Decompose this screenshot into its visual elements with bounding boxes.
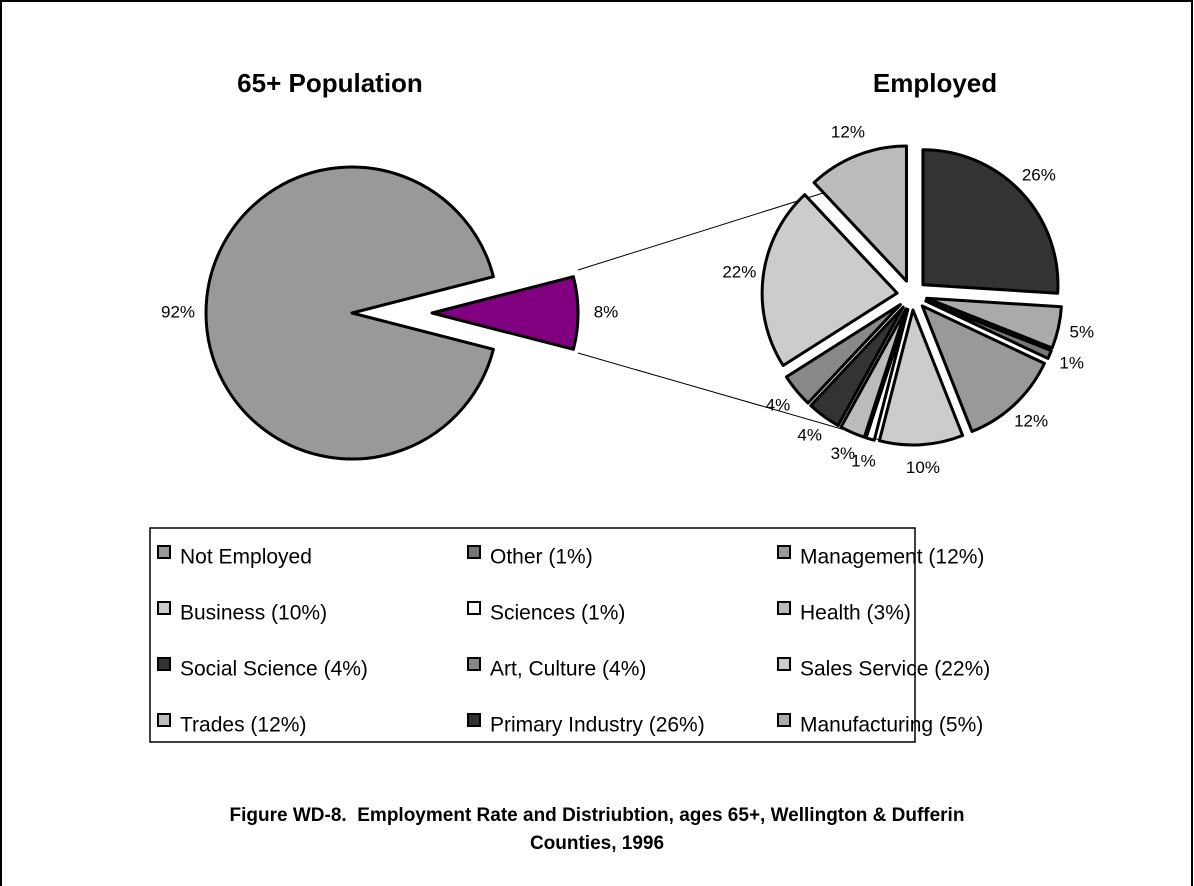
- legend-box: [149, 527, 916, 743]
- value-label: 10%: [906, 458, 940, 477]
- pie-slice: [784, 303, 902, 405]
- value-label: 4%: [797, 425, 822, 444]
- value-label: 26%: [1022, 165, 1056, 184]
- value-label: 4%: [766, 395, 791, 414]
- pie-slice: [924, 299, 1053, 360]
- legend-label: Art, Culture (4%): [490, 658, 646, 681]
- legend-label: Trades (12%): [180, 714, 306, 737]
- connector-line: [577, 352, 881, 441]
- legend-label: Sales Service (22%): [800, 658, 990, 681]
- legend-swatch: [777, 713, 791, 727]
- legend-label: Primary Industry (26%): [490, 714, 705, 737]
- pie-slice: [760, 193, 899, 367]
- legend-swatch: [157, 601, 171, 615]
- value-label: 8%: [594, 302, 619, 321]
- value-label: 12%: [831, 123, 865, 142]
- legend-swatch: [467, 545, 481, 559]
- legend-swatch: [777, 545, 791, 559]
- value-label: 3%: [831, 444, 856, 463]
- value-label: 1%: [1059, 354, 1084, 373]
- pie-slice: [920, 304, 1046, 433]
- legend-swatch: [157, 545, 171, 559]
- pie-slice: [809, 305, 905, 427]
- pie-slice: [430, 275, 580, 351]
- value-label: 12%: [1014, 411, 1048, 430]
- pie-slice: [204, 165, 495, 461]
- pie-slice: [925, 296, 1063, 350]
- legend-swatch: [157, 657, 171, 671]
- pie-title: Employed: [873, 68, 997, 98]
- legend-label: Business (10%): [180, 602, 327, 625]
- legend-label: Social Science (4%): [180, 658, 368, 681]
- legend-label: Other (1%): [490, 546, 593, 569]
- caption: Figure WD-8. Employment Rate and Distriu…: [229, 805, 970, 854]
- legend-swatch: [777, 601, 791, 615]
- pie-slice: [839, 307, 908, 439]
- pie-slice: [921, 148, 1060, 295]
- legend-label: Manufacturing (5%): [800, 714, 983, 737]
- legend-label: Not Employed: [180, 546, 312, 569]
- legend-swatch: [467, 601, 481, 615]
- legend-label: Management (12%): [800, 546, 984, 569]
- legend-label: Health (3%): [800, 602, 911, 625]
- value-label: 1%: [851, 452, 876, 471]
- pie-slice: [877, 308, 965, 447]
- legend-swatch: [157, 713, 171, 727]
- pie-title: 65+ Population: [237, 68, 423, 98]
- legend-swatch: [777, 657, 791, 671]
- value-label: 22%: [722, 263, 756, 282]
- value-label: 92%: [161, 302, 195, 321]
- pie-slice: [812, 144, 908, 283]
- value-label: 5%: [1070, 322, 1095, 341]
- legend-label: Sciences (1%): [490, 602, 625, 625]
- legend-swatch: [467, 657, 481, 671]
- legend-swatch: [467, 713, 481, 727]
- pie-slice: [864, 307, 910, 442]
